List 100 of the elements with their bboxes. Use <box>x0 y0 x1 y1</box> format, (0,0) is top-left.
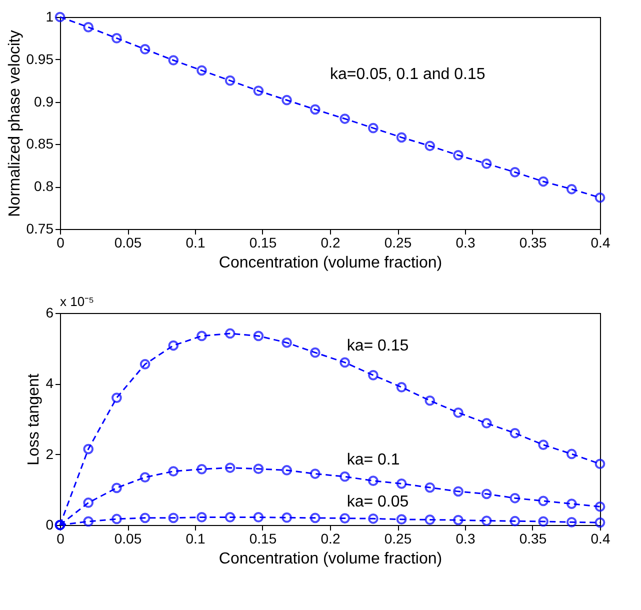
y-axis-title: Normalized phase velocity <box>6 30 24 217</box>
y-tick-label: 1 <box>46 8 54 24</box>
point <box>140 359 150 370</box>
point <box>424 140 436 152</box>
point <box>594 517 606 528</box>
x-axis-title: Concentration (volume fraction) <box>218 254 442 272</box>
point <box>538 440 548 450</box>
point <box>253 330 264 342</box>
point <box>424 395 436 406</box>
point <box>340 114 350 124</box>
x-tick-label: 0.15 <box>249 530 277 546</box>
point <box>453 514 464 526</box>
point <box>112 33 122 44</box>
point <box>168 512 179 524</box>
point <box>282 338 292 348</box>
point <box>112 392 122 403</box>
point <box>396 132 407 143</box>
x-tick-label: 0 <box>56 530 65 546</box>
series-label: ka= 0.05 <box>346 493 409 510</box>
series-label: ka= 0.1 <box>346 452 400 469</box>
point <box>310 512 320 524</box>
point <box>481 516 492 526</box>
x-tick-label: 0.1 <box>186 234 206 250</box>
x-tick-label: 0.25 <box>384 530 412 546</box>
x-tick-label: 0.3 <box>456 530 476 546</box>
point <box>368 513 378 524</box>
point <box>224 328 236 339</box>
y-tick-label: 0.9 <box>34 93 54 110</box>
point <box>538 496 548 506</box>
point <box>310 347 320 358</box>
annotation: ka=0.05, 0.1 and 0.15 <box>330 66 486 84</box>
y-tick-label: 6 <box>46 304 54 320</box>
point <box>310 468 320 479</box>
x-tick-label: 0.35 <box>519 530 547 546</box>
point <box>368 122 378 134</box>
point <box>453 486 464 497</box>
point <box>396 478 407 489</box>
point <box>282 512 292 523</box>
x-tick-label: 0.35 <box>519 234 547 250</box>
point <box>453 407 464 418</box>
y-tick-label: 4 <box>46 375 54 392</box>
point <box>481 488 492 500</box>
x-tick-label: 0.2 <box>320 530 340 546</box>
point <box>83 498 94 508</box>
point <box>282 465 292 476</box>
point <box>538 516 548 527</box>
x-tick-label: 0.4 <box>590 234 610 250</box>
point <box>282 94 292 106</box>
point <box>424 514 436 525</box>
x-tick-label: 0.3 <box>456 234 476 250</box>
point <box>196 512 207 522</box>
point <box>83 444 94 454</box>
point <box>566 498 577 509</box>
series-label: ka= 0.15 <box>346 337 409 354</box>
point <box>510 167 520 178</box>
point <box>453 150 464 160</box>
point <box>340 471 350 482</box>
x-tick-label: 0.1 <box>186 530 206 546</box>
point <box>253 512 264 522</box>
point <box>396 514 407 525</box>
point <box>196 65 207 76</box>
x-axis-title: Concentration (volume fraction) <box>218 550 442 568</box>
point <box>112 482 122 494</box>
point <box>168 55 179 66</box>
point <box>510 492 520 504</box>
x-tick-label: 0.2 <box>320 234 340 250</box>
point <box>83 516 94 527</box>
point <box>481 158 492 169</box>
point <box>196 330 207 342</box>
point <box>224 75 236 86</box>
x-tick-label: 0.05 <box>114 234 142 250</box>
y-tick-label: 0.8 <box>34 178 54 194</box>
point <box>310 104 320 115</box>
point <box>140 472 150 482</box>
point <box>168 466 179 476</box>
point <box>112 514 122 524</box>
point <box>424 482 436 493</box>
point <box>54 12 66 22</box>
point <box>481 418 492 428</box>
point <box>368 370 378 380</box>
y-tick-label: 0 <box>46 516 54 532</box>
text: x 10⁻⁵ <box>60 294 94 309</box>
point <box>140 512 150 524</box>
point <box>566 184 577 194</box>
y-axis-title: Loss tangent <box>26 373 43 466</box>
point <box>83 22 94 32</box>
point <box>594 458 606 470</box>
point <box>340 357 350 368</box>
point <box>566 517 577 528</box>
point <box>510 516 520 526</box>
y-tick-label: 0.95 <box>26 50 54 67</box>
point <box>594 192 606 203</box>
x-tick-label: 0.15 <box>249 234 277 250</box>
point <box>340 513 350 524</box>
point <box>566 448 577 460</box>
point <box>368 476 378 486</box>
x-tick-label: 0.4 <box>590 530 610 546</box>
y-tick-label: 2 <box>46 446 54 462</box>
point <box>168 340 179 351</box>
point <box>253 464 264 474</box>
